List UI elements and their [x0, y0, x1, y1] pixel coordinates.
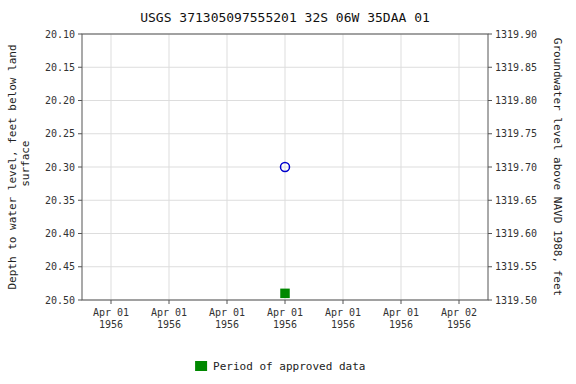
tick-label: 1319.80: [495, 95, 537, 106]
chart: 20.10 20.15 20.20 20.25 20.30 20.35 20.40 20.45…: [0, 0, 576, 384]
legend-label: Period of approved data: [213, 360, 365, 373]
title: USGS 371305097555201 32S 06W 35DAA 01: [140, 10, 430, 25]
tick-mark: [78, 300, 82, 301]
tick-mark: [78, 200, 82, 201]
text-line: 1956: [157, 319, 181, 330]
tick-label: 1319.85: [495, 62, 537, 73]
tick-mark: [227, 300, 228, 304]
tick-mark: [78, 167, 82, 168]
tick-label: Apr 011956: [383, 307, 419, 330]
tick-mark: [285, 300, 286, 304]
tick-mark: [488, 167, 492, 168]
tick-label: Apr 021956: [441, 307, 477, 330]
tick-label: 20.45: [45, 261, 75, 272]
text-line: Apr 02: [441, 307, 477, 318]
x-axis: Apr 011956Apr 011956Apr 011956Apr 011956…: [93, 300, 477, 330]
tick-mark: [488, 300, 492, 301]
tick-label: 20.50: [45, 295, 75, 306]
text-line: Depth to water level, feet below land: [6, 44, 19, 289]
tick-label: 1319.60: [495, 228, 537, 239]
tick-mark: [78, 133, 82, 134]
tick-mark: [488, 100, 492, 101]
text-line: surface: [19, 141, 32, 194]
y2-axis-label: Groundwater level above NAVD 1988, feet: [551, 38, 564, 296]
tick-mark: [488, 133, 492, 134]
tick-mark: [459, 300, 460, 304]
text-line: 1956: [447, 319, 471, 330]
text-line: Apr 01: [325, 307, 361, 318]
text-line: Apr 01: [267, 307, 303, 318]
text-line: Apr 01: [93, 307, 129, 318]
tick-label: 1319.90: [495, 29, 537, 40]
tick-label: 1319.65: [495, 195, 537, 206]
legend-swatch: [195, 361, 207, 371]
text-line: Apr 01: [383, 307, 419, 318]
tick-label: 1319.70: [495, 162, 537, 173]
tick-label: 1319.50: [495, 295, 537, 306]
text-line: Groundwater level above NAVD 1988, feet: [551, 38, 564, 296]
text-line: 1956: [389, 319, 413, 330]
text-line: 1956: [99, 319, 123, 330]
tick-mark: [111, 300, 112, 304]
tick-mark: [488, 34, 492, 35]
tick-label: 20.30: [45, 162, 75, 173]
tick-mark: [401, 300, 402, 304]
grid-line-x: [459, 34, 460, 300]
point: [281, 289, 289, 297]
background: [0, 0, 576, 384]
tick-mark: [488, 67, 492, 68]
grid-line-x: [401, 34, 402, 300]
tick-label: 20.25: [45, 128, 75, 139]
point: [281, 163, 290, 172]
tick-label: 1319.55: [495, 261, 537, 272]
grid-line-x: [285, 34, 286, 300]
y-axis-left: 20.10 20.15 20.20 20.25 20.30 20.35 20.40 20.45…: [45, 29, 82, 306]
text-line: 1956: [331, 319, 355, 330]
y-axis-label: Depth to water level, feet below land su…: [6, 44, 32, 289]
tick-label: Apr 011956: [209, 307, 245, 330]
plot-frame: [82, 34, 488, 300]
text-line: Apr 01: [209, 307, 245, 318]
tick-mark: [169, 300, 170, 304]
legend: Period of approved data: [195, 360, 365, 373]
tick-mark: [78, 266, 82, 267]
grid-line-x: [111, 34, 112, 300]
tick-mark: [488, 266, 492, 267]
tick-label: Apr 011956: [151, 307, 187, 330]
grid: [82, 34, 488, 300]
marks: [281, 163, 290, 298]
text-line: Apr 01: [151, 307, 187, 318]
tick-label: 1319.75: [495, 128, 537, 139]
tick-mark: [488, 233, 492, 234]
tick-label: Apr 011956: [325, 307, 361, 330]
tick-label: Apr 011956: [267, 307, 303, 330]
tick-label: 20.40: [45, 228, 75, 239]
tick-mark: [343, 300, 344, 304]
tick-label: 20.20: [45, 95, 75, 106]
tick-label: 20.10: [45, 29, 75, 40]
grid-line-x: [227, 34, 228, 300]
tick-mark: [78, 100, 82, 101]
tick-mark: [78, 233, 82, 234]
tick-mark: [488, 200, 492, 201]
text-line: 1956: [215, 319, 239, 330]
y-axis-right: 1319.90 1319.85 1319.80 1319.75 1319.70 1319.…: [488, 29, 537, 306]
tick-mark: [78, 67, 82, 68]
grid-line-x: [169, 34, 170, 300]
grid-line-x: [343, 34, 344, 300]
tick-label: Apr 011956: [93, 307, 129, 330]
text-line: 1956: [273, 319, 297, 330]
tick-mark: [78, 34, 82, 35]
tick-label: 20.35: [45, 195, 75, 206]
tick-label: 20.15: [45, 62, 75, 73]
